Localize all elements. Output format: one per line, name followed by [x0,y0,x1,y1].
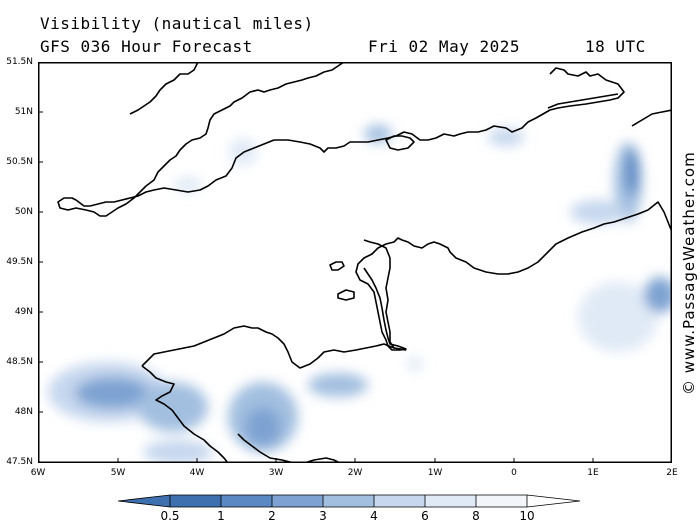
coastline-wales [129,62,199,115]
valid-date: Fri 02 May 2025 [368,37,520,56]
lon-label-3w: 3W [268,468,284,478]
colorbar-label-0-5: 0.5 [160,509,180,523]
coastline-northern-france [355,201,672,351]
coastline-south-brittany [237,433,295,463]
fog-patch-boulogne [570,200,626,224]
lat-label-47-5n: 47.5N [6,457,33,467]
coastline-isle-of-wight [385,135,415,151]
colorbar-segment-4-6 [374,495,425,507]
fog-patch-dover-strait-core [625,148,639,196]
colorbar-segment-1-2 [221,495,272,507]
colorbar-segment-3-4 [323,495,374,507]
lat-label-49n: 49N [14,307,33,317]
fog-patch-sussex [488,128,524,146]
coastline-kent [547,93,619,109]
valid-time: 18 UTC [585,37,646,56]
lon-label-1w: 1W [427,468,443,478]
coastline-finistere [141,365,229,463]
colorbar-label-1: 1 [217,509,225,523]
fog-patch-brittany-west-core [75,377,151,409]
coastline-east-anglia [631,109,672,127]
fog-patch-cotentin [407,357,423,371]
lon-label-6w: 6W [30,468,46,478]
credit-watermark: © www.PassageWeather.com [680,151,698,395]
coastline-england [57,62,625,217]
colorbar-segment-lt-0-5 [118,495,170,507]
colorbar-label-8: 8 [472,509,480,523]
visibility-shading [48,125,672,463]
colorbar-segment-8-10 [476,495,527,507]
fog-patch-st-malo-core [245,407,281,447]
coastline-brittany [141,325,407,369]
colorbar-label-2: 2 [268,509,276,523]
lat-label-51n: 51N [14,107,33,117]
lat-label-50n: 50N [14,207,33,217]
fog-patch-channel-islands [308,373,368,397]
colorbar-label-6: 6 [421,509,429,523]
coastlines [57,62,672,463]
colorbar-segment-gt-10 [527,495,580,507]
colorbar-segment-0-5-1 [170,495,221,507]
map-title: Visibility (nautical miles) [40,14,314,33]
visibility-colorbar [118,494,581,508]
fog-patch-brittany-north [138,382,208,432]
coastline-guernsey [329,261,345,271]
visibility-map [38,62,672,463]
lon-label-0: 0 [511,468,517,478]
lat-label-49-5n: 49.5N [6,257,33,267]
coastline-cotentin [363,239,407,351]
colorbar-segment-6-8 [425,495,476,507]
fog-patch-normandy-east [578,282,658,352]
colorbar-label-4: 4 [370,509,378,523]
lon-label-4w: 4W [189,468,205,478]
lat-label-51-5n: 51.5N [6,57,33,67]
lon-label-2w: 2W [347,468,363,478]
fog-patch-lyme-bay [174,177,202,193]
colorbar-segment-2-3 [272,495,323,507]
colorbar-label-3: 3 [319,509,327,523]
colorbar-label-10: 10 [519,509,535,523]
coastline-loire [303,457,341,463]
lon-label-2e: 2E [666,468,678,478]
map-frame [38,62,672,463]
lat-label-48n: 48N [14,407,33,417]
lon-label-1e: 1E [587,468,599,478]
colorbar-outline [118,494,581,508]
forecast-subtitle: GFS 036 Hour Forecast [40,37,253,56]
fog-patch-south-brittany [143,440,213,463]
fog-patch-paris-basin [644,277,672,313]
lon-label-5w: 5W [110,468,126,478]
lat-label-48-5n: 48.5N [6,357,33,367]
lat-label-50-5n: 50.5N [6,157,33,167]
coastline-jersey [337,289,355,301]
